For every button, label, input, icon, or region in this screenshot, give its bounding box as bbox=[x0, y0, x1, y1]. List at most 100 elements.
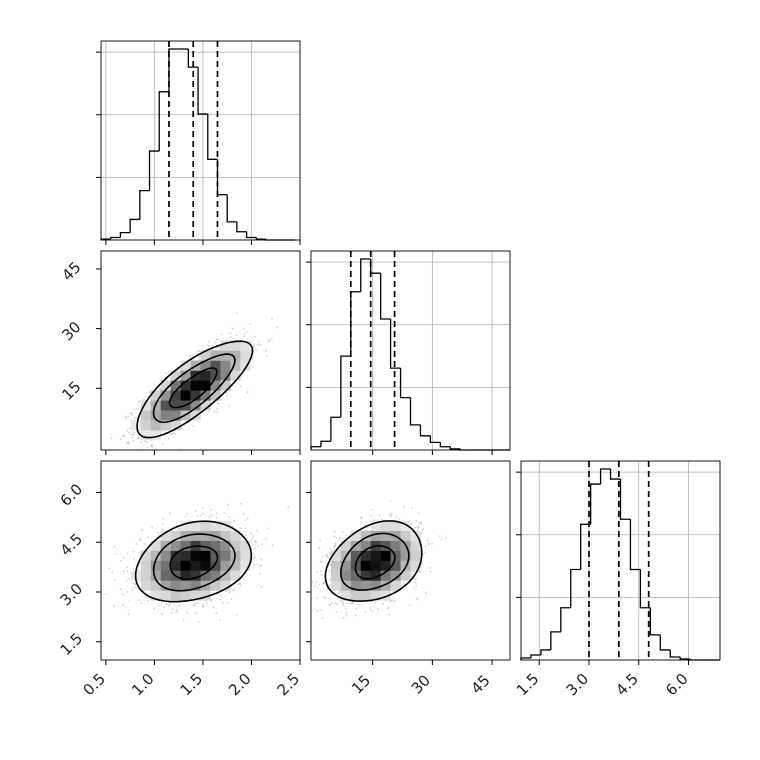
density-cell bbox=[240, 360, 251, 371]
scatter-point bbox=[364, 610, 367, 613]
scatter-point bbox=[171, 433, 173, 435]
scatter-point bbox=[130, 412, 133, 414]
scatter-point bbox=[438, 535, 441, 538]
scatter-point bbox=[335, 611, 338, 614]
scatter-point bbox=[189, 354, 191, 357]
scatter-point bbox=[110, 437, 113, 440]
scatter-point bbox=[138, 400, 141, 403]
scatter-point bbox=[256, 562, 259, 565]
density-cell bbox=[180, 520, 191, 531]
scatter-point bbox=[255, 541, 257, 543]
density-cell bbox=[190, 550, 201, 561]
density-cell bbox=[200, 530, 211, 541]
scatter-point bbox=[318, 583, 321, 586]
scatter-point bbox=[198, 355, 201, 358]
density-cell bbox=[170, 560, 181, 571]
scatter-point bbox=[131, 586, 134, 589]
scatter-point bbox=[253, 557, 255, 560]
scatter-point bbox=[122, 570, 125, 573]
scatter-point bbox=[389, 600, 392, 603]
histogram-bin-8 bbox=[590, 483, 601, 525]
histogram-bin-13 bbox=[639, 569, 651, 609]
scatter-point bbox=[344, 607, 347, 610]
histogram-bin-16 bbox=[245, 231, 257, 239]
contour-level-3 bbox=[134, 520, 253, 603]
scatter-point bbox=[413, 587, 416, 590]
scatter-point bbox=[338, 590, 341, 593]
scatter-point bbox=[214, 341, 217, 344]
scatter-point bbox=[420, 523, 423, 526]
scatter-point bbox=[268, 340, 271, 343]
scatter-point bbox=[338, 548, 341, 551]
density-cell bbox=[170, 410, 181, 421]
density-cell bbox=[140, 560, 152, 571]
scatter-point bbox=[240, 502, 242, 505]
scatter-point bbox=[254, 349, 257, 352]
scatter-point bbox=[276, 326, 279, 329]
density-cell bbox=[170, 550, 181, 561]
scatter-point bbox=[86, 450, 88, 452]
histogram-panel-3-frame bbox=[520, 460, 721, 661]
scatter-point bbox=[395, 515, 398, 518]
histogram-bin-9 bbox=[389, 319, 401, 369]
scatter-point bbox=[139, 537, 142, 540]
histogram-bin-14 bbox=[649, 607, 661, 636]
scatter-point bbox=[215, 347, 218, 350]
scatter-point bbox=[253, 564, 256, 566]
scatter-point bbox=[162, 606, 165, 609]
histogram-bin-7 bbox=[158, 91, 169, 152]
scatter-point bbox=[246, 517, 249, 520]
scatter-point bbox=[122, 434, 125, 437]
scatter-point bbox=[316, 609, 319, 612]
scatter-point bbox=[216, 411, 219, 413]
histogram-bin-3 bbox=[119, 231, 131, 238]
contour-level-2 bbox=[152, 533, 236, 592]
scatter-point bbox=[207, 410, 210, 413]
scatter-point bbox=[241, 536, 243, 539]
histogram-bin-3 bbox=[330, 416, 341, 442]
scatter-point bbox=[429, 567, 432, 569]
scatter-point bbox=[165, 372, 167, 374]
scatter-point bbox=[120, 559, 122, 562]
scatter-point bbox=[328, 570, 331, 573]
scatter-point bbox=[355, 607, 358, 610]
scatter-point bbox=[108, 567, 111, 570]
scatter-point bbox=[121, 593, 124, 596]
density-cell bbox=[160, 400, 171, 411]
scatter-point bbox=[196, 601, 199, 604]
scatter-point bbox=[202, 605, 205, 608]
scatter-point bbox=[401, 584, 403, 587]
scatter-point bbox=[235, 334, 238, 337]
scatter-point bbox=[412, 573, 414, 576]
scatter-point bbox=[126, 552, 129, 555]
scatter-point bbox=[192, 604, 195, 607]
scatter-point bbox=[132, 431, 135, 434]
scatter-point bbox=[134, 583, 137, 586]
scatter-point bbox=[243, 332, 246, 335]
histogram-bin-4 bbox=[129, 218, 140, 233]
scatter-point bbox=[370, 515, 373, 517]
density-cell bbox=[190, 390, 201, 401]
scatter-point bbox=[338, 536, 341, 539]
scatter-point bbox=[170, 433, 173, 436]
scatter-point bbox=[328, 557, 330, 559]
scatter-point bbox=[238, 582, 241, 585]
scatter-point bbox=[321, 617, 324, 619]
scatter-point bbox=[167, 370, 170, 373]
scatter-point bbox=[402, 583, 405, 586]
scatter-point bbox=[132, 433, 135, 436]
density-cell bbox=[160, 580, 171, 591]
histogram-bin-15 bbox=[236, 221, 247, 233]
histogram-bin-5 bbox=[560, 607, 571, 632]
density-cell bbox=[140, 430, 152, 441]
scatter-point bbox=[265, 355, 268, 358]
density-cell bbox=[200, 400, 211, 411]
scatter-point bbox=[351, 602, 354, 605]
density-cell bbox=[200, 520, 211, 531]
scatter-point bbox=[113, 579, 116, 582]
density-cell bbox=[180, 550, 191, 561]
histogram-bin-13 bbox=[429, 435, 441, 444]
scatter-point bbox=[271, 544, 274, 547]
scatter-point bbox=[126, 570, 129, 573]
scatter-point bbox=[194, 612, 197, 614]
